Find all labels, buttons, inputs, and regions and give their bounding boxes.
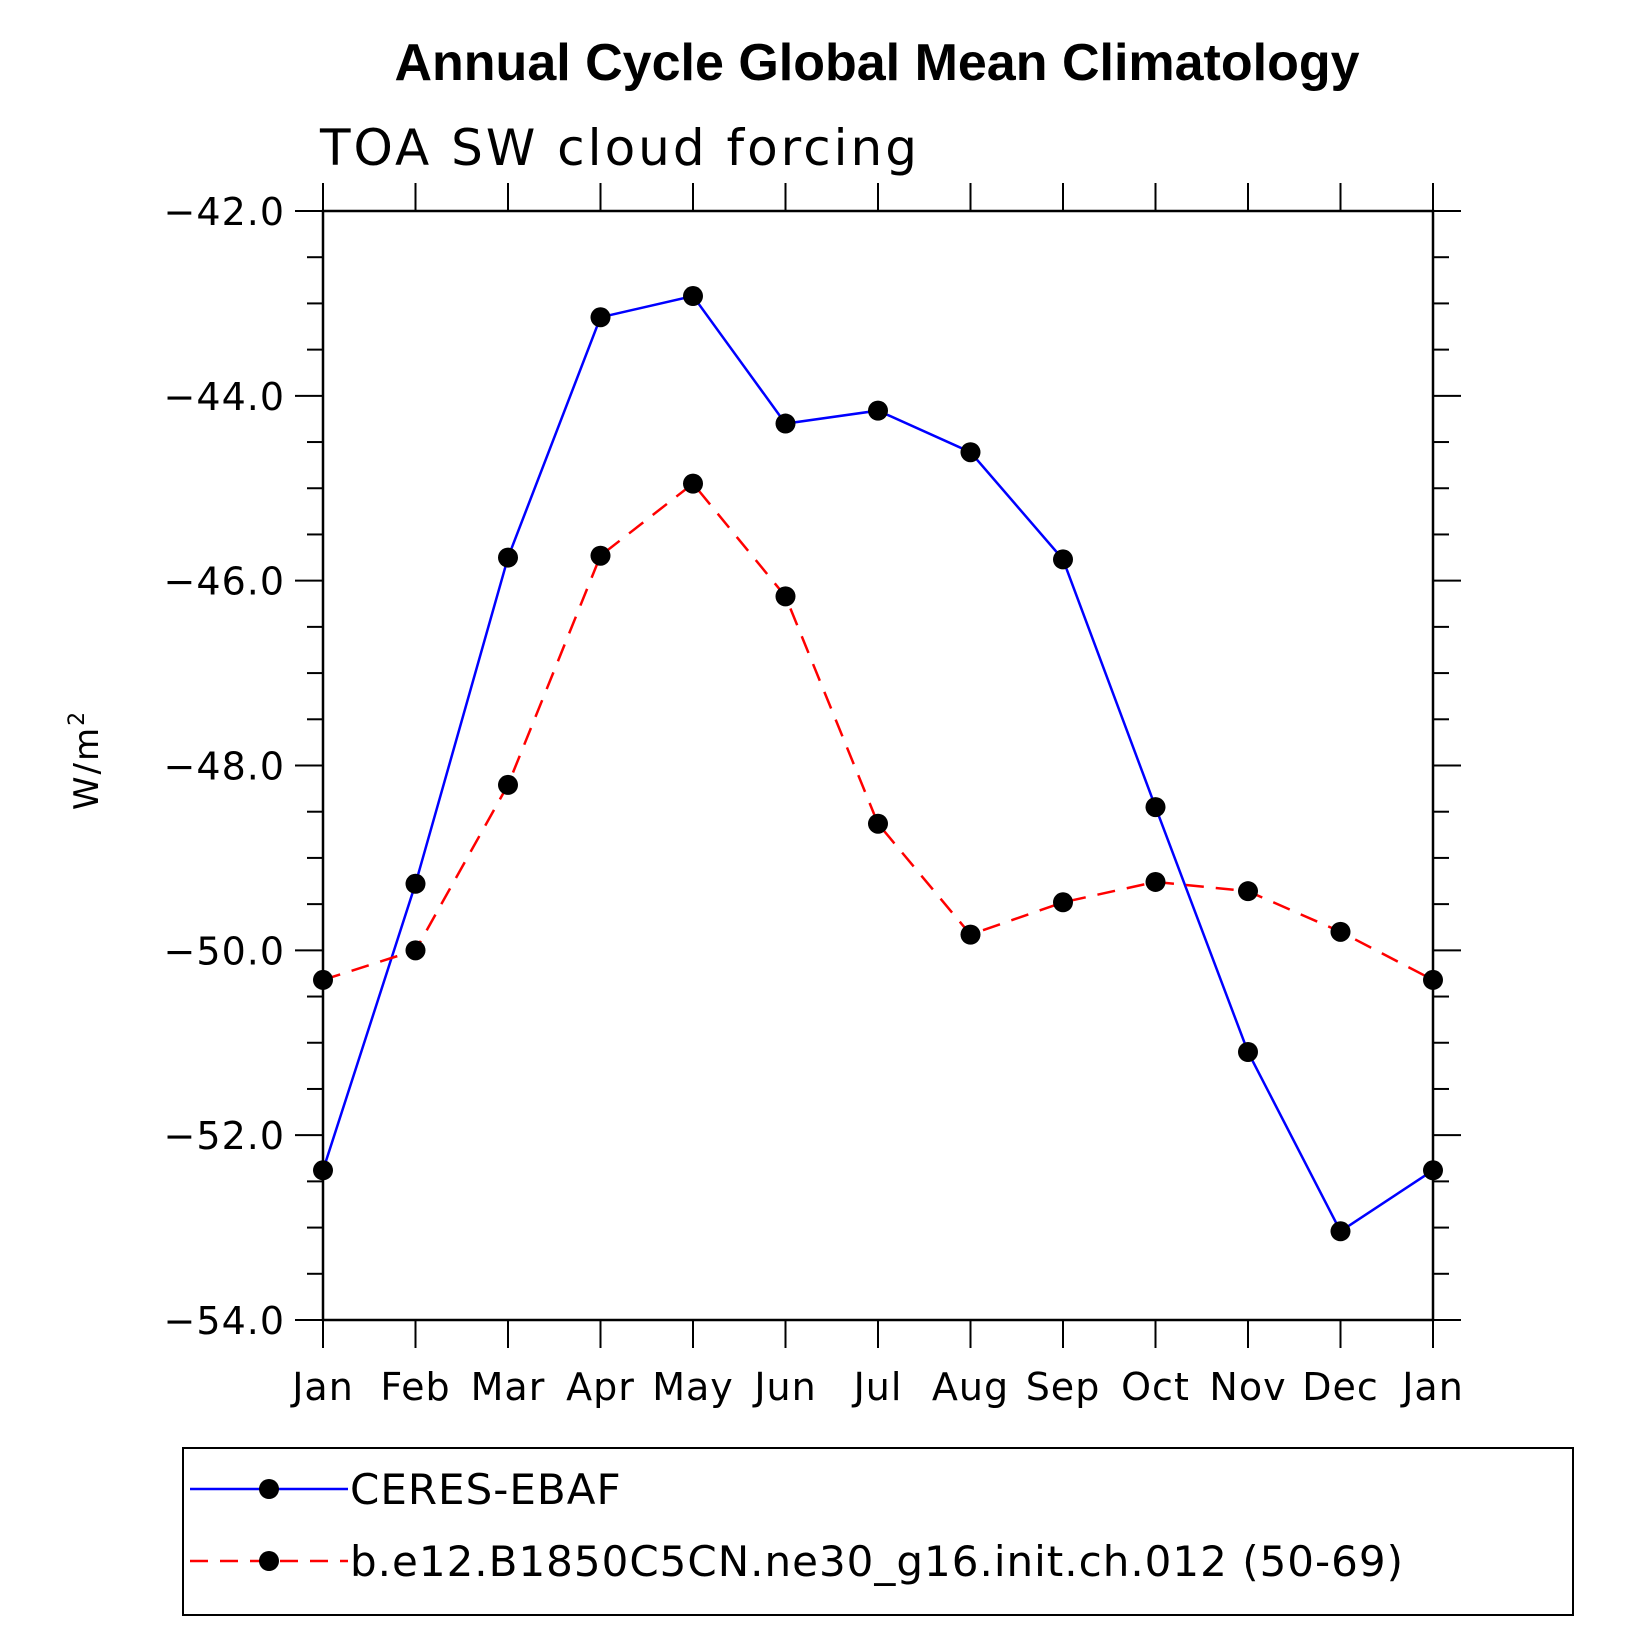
data-point-series-0 xyxy=(405,873,426,894)
x-tick-label: Dec xyxy=(1302,1365,1379,1409)
data-point-series-1 xyxy=(405,940,426,961)
plot-axes xyxy=(295,183,1461,1348)
x-tick-label: Jan xyxy=(1400,1365,1464,1409)
legend-label-model: b.e12.B1850C5CN.ne30_g16.init.ch.012 (50… xyxy=(350,1537,1404,1586)
y-axis-label: W/m2 xyxy=(65,710,107,810)
legend-label-ceres: CERES-EBAF xyxy=(350,1465,622,1514)
x-tick-label: Jul xyxy=(852,1365,903,1409)
data-point-series-1 xyxy=(868,813,888,834)
x-tick-label: Oct xyxy=(1121,1365,1190,1409)
data-point-series-1 xyxy=(1053,892,1073,913)
data-point-series-1 xyxy=(1423,969,1443,990)
legend-marker-model xyxy=(259,1551,279,1571)
data-point-series-0 xyxy=(1145,797,1166,818)
legend-box xyxy=(182,1447,1574,1616)
data-point-series-1 xyxy=(498,774,518,795)
x-tick-label: Sep xyxy=(1026,1365,1101,1409)
data-point-series-0 xyxy=(590,307,611,328)
data-point-series-0 xyxy=(1053,549,1073,570)
series-line-0 xyxy=(321,294,1434,1234)
y-tick-label: −42.0 xyxy=(164,190,285,234)
y-tick-label: −48.0 xyxy=(164,745,285,789)
data-point-series-1 xyxy=(775,586,796,607)
x-tick-label: Mar xyxy=(471,1365,546,1409)
x-tick-label: Feb xyxy=(380,1365,450,1409)
x-tick-label: Nov xyxy=(1209,1365,1286,1409)
x-tick-label: Jun xyxy=(752,1365,816,1409)
chart-title: Annual Cycle Global Mean Climatology xyxy=(394,34,1359,92)
series-layer xyxy=(313,286,1443,1242)
data-point-series-1 xyxy=(313,969,333,990)
data-point-series-1 xyxy=(960,924,981,945)
y-tick-label: −46.0 xyxy=(164,560,285,604)
data-point-series-0 xyxy=(775,413,796,434)
y-tick-label: −50.0 xyxy=(164,929,285,973)
data-point-series-0 xyxy=(683,286,703,307)
data-point-series-0 xyxy=(960,442,981,463)
y-tick-label: −54.0 xyxy=(164,1299,285,1343)
x-tick-label: May xyxy=(652,1365,734,1409)
chart-subtitle: TOA SW cloud forcing xyxy=(319,119,920,177)
y-axis-label-superscript: 2 xyxy=(65,710,90,726)
svg-text:W/m2: W/m2 xyxy=(65,710,107,810)
x-tick-labels: Jan Feb Mar Apr May Jun Jul Aug Sep Oct Nov Dec Jan xyxy=(290,1365,1464,1409)
plot-frame xyxy=(321,209,1435,1322)
series-line-1 xyxy=(322,481,1434,982)
legend-marker-ceres xyxy=(259,1479,279,1499)
data-point-series-1 xyxy=(683,473,703,494)
data-point-series-1 xyxy=(1145,871,1166,892)
x-tick-label: Apr xyxy=(566,1365,635,1409)
data-point-series-0 xyxy=(868,400,888,421)
y-tick-label: −44.0 xyxy=(164,375,285,419)
data-point-series-1 xyxy=(1238,881,1258,902)
y-tick-labels: −42.0 −44.0 −46.0 −48.0 −50.0 −52.0 −54.0 xyxy=(164,190,285,1343)
y-tick-label: −52.0 xyxy=(164,1114,285,1158)
data-point-series-0 xyxy=(498,547,518,568)
y-axis-label-base: W/m xyxy=(67,726,107,810)
data-point-series-1 xyxy=(1330,921,1351,942)
data-point-series-0 xyxy=(1423,1160,1443,1181)
legend: CERES-EBAF b.e12.B1850C5CN.ne30_g16.init… xyxy=(182,1447,1574,1616)
x-tick-label: Aug xyxy=(932,1365,1009,1409)
data-point-series-0 xyxy=(1238,1041,1258,1062)
data-point-series-0 xyxy=(313,1160,333,1181)
data-point-series-1 xyxy=(590,545,611,566)
data-point-series-0 xyxy=(1330,1221,1351,1242)
x-tick-label: Jan xyxy=(290,1365,354,1409)
